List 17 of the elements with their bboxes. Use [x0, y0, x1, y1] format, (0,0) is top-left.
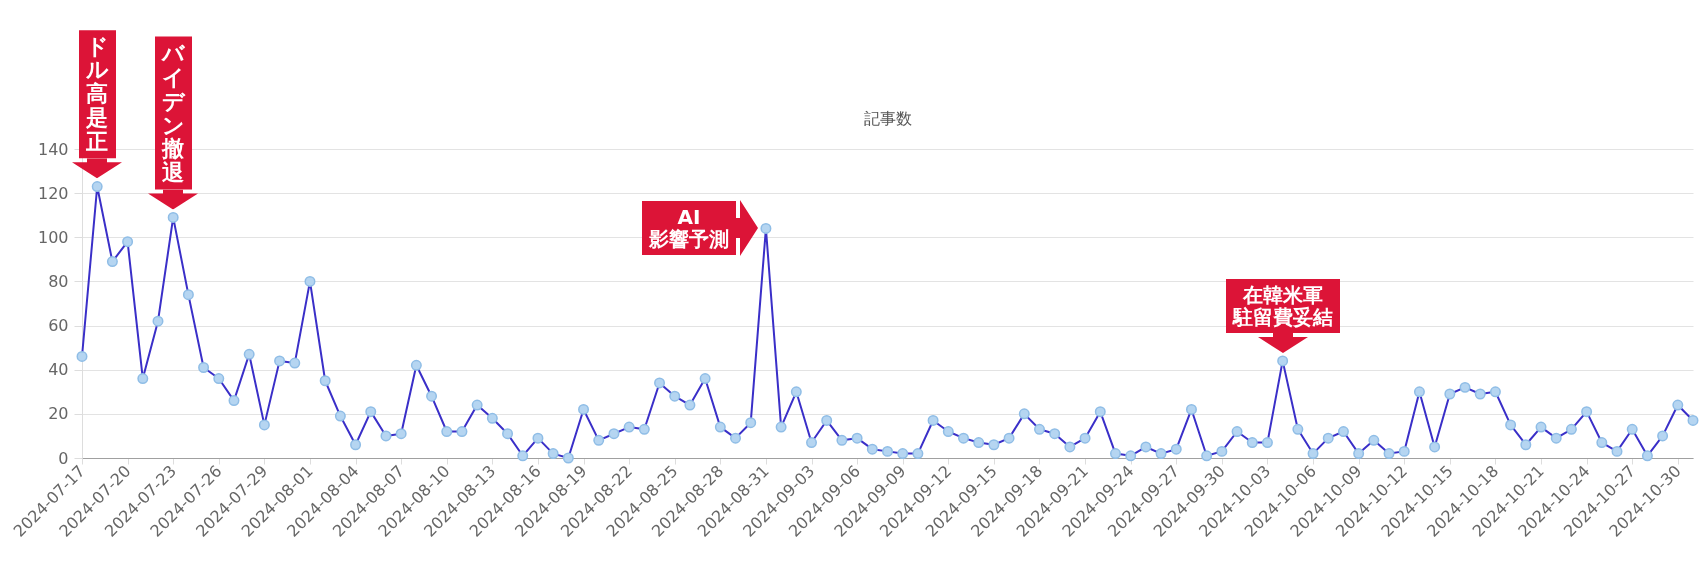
arrow-callout: ドル高是正: [72, 29, 123, 179]
chart-title: 記事数: [863, 109, 912, 128]
y-tick-label: 20: [48, 404, 69, 424]
annotation: 在韓米軍駐留費妥結: [1232, 282, 1333, 329]
y-tick-label: 60: [48, 316, 69, 336]
arrow-callout: 在韓米軍駐留費妥結: [1225, 278, 1340, 353]
annotation: AI影響予測: [648, 205, 729, 252]
y-tick-label: 80: [48, 271, 69, 291]
annotation: ドル高是正: [85, 33, 109, 154]
y-tick-label: 100: [37, 227, 69, 247]
y-tick-label: 0: [58, 448, 69, 468]
y-tick-label: 120: [37, 183, 69, 203]
arrow-callout: AI影響予測: [641, 200, 758, 257]
annotation: バイデン撤退: [161, 40, 185, 185]
y-tick-label: 40: [48, 360, 69, 380]
arrow-callout: バイデン撤退: [148, 36, 199, 210]
y-tick-label: 140: [37, 139, 69, 159]
